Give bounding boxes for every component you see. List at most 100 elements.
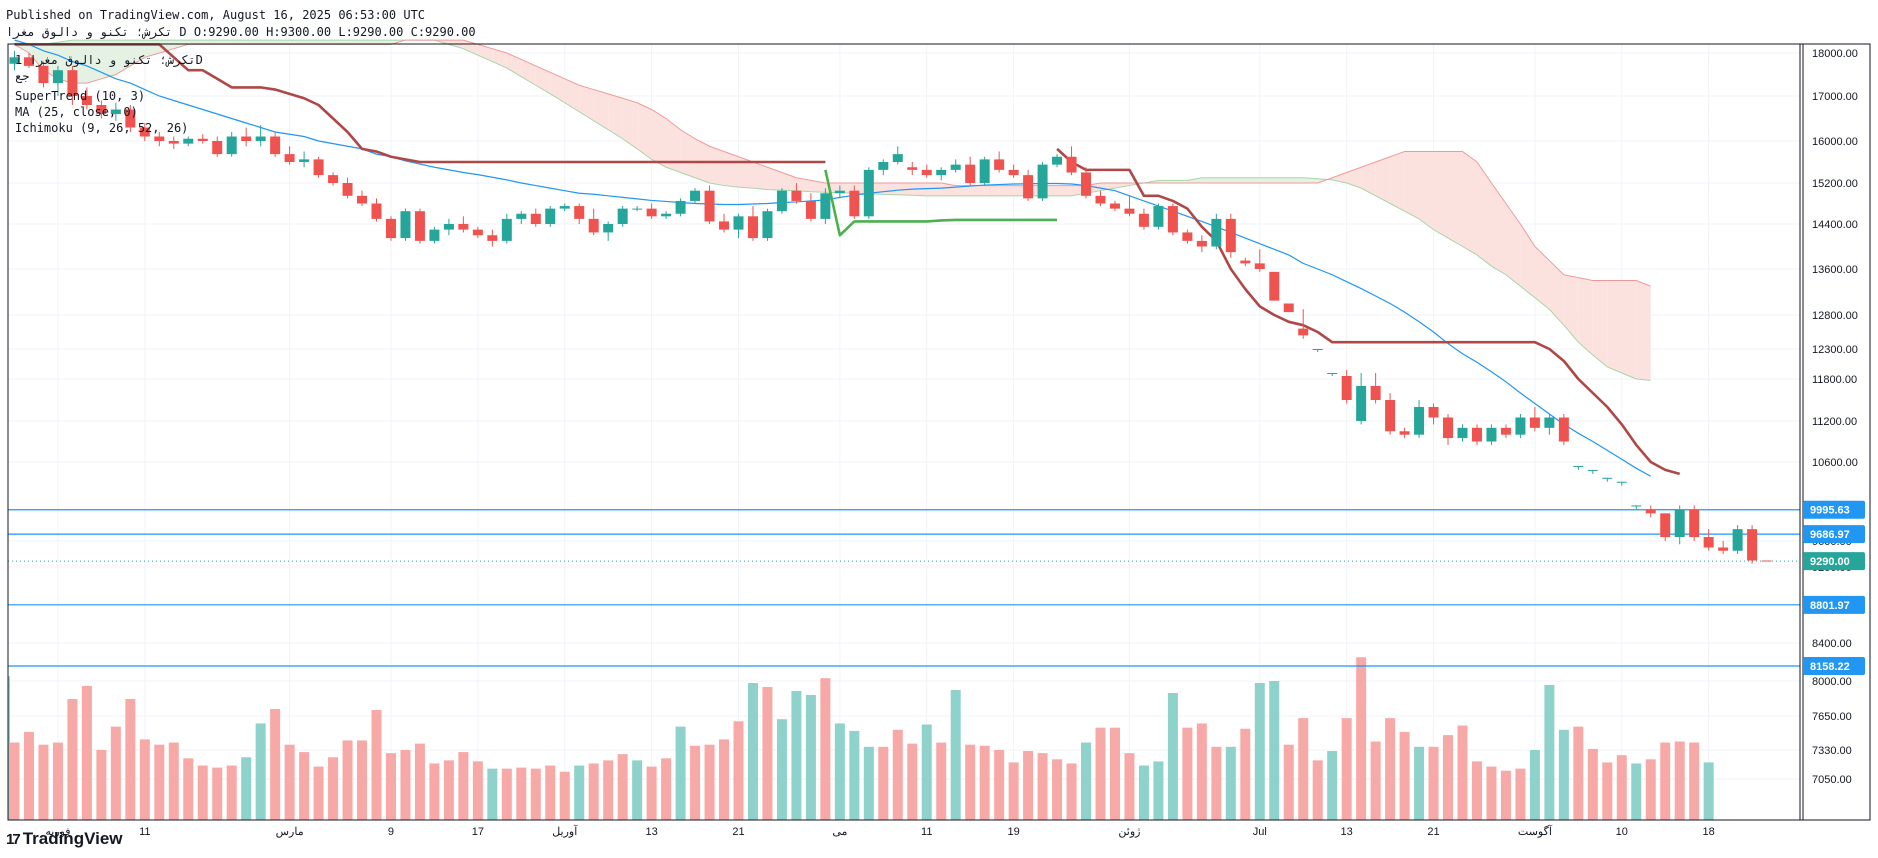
cloud-segment: [260, 40, 276, 45]
cloud-segment: [1520, 224, 1535, 298]
volume-bar: [1616, 755, 1627, 820]
candle-body: [1356, 386, 1367, 421]
candle-body: [675, 200, 686, 214]
candle-body: [414, 211, 425, 241]
candle-body: [617, 208, 628, 224]
volume-bar: [168, 742, 179, 820]
candle-body: [1732, 529, 1743, 551]
volume-bar: [357, 740, 368, 820]
cloud-segment: [1375, 156, 1391, 204]
legend-supertrend: SuperTrend (10, 3): [15, 89, 145, 103]
volume-bar: [226, 765, 237, 820]
time-tick-label: 13: [645, 826, 657, 838]
volume-bar: [1414, 746, 1425, 820]
candle-body: [907, 167, 918, 170]
volume-bar: [1109, 727, 1120, 820]
cloud-segment: [796, 177, 811, 192]
candle-body: [574, 206, 585, 219]
volume-bar: [1500, 770, 1511, 820]
cloud-segment: [1433, 151, 1449, 239]
cloud-segment: [231, 40, 247, 45]
volume-bar: [1167, 693, 1178, 820]
ma-line: [14, 39, 1652, 477]
volume-bar: [1558, 729, 1569, 820]
cloud-segment: [1230, 177, 1246, 183]
volume-bar: [197, 765, 208, 820]
candle-body: [1211, 218, 1222, 247]
published-info: Published on TradingView.com, August 16,…: [6, 8, 426, 22]
cloud-segment: [1448, 151, 1463, 247]
cloud-segment: [1172, 180, 1188, 183]
candle-body: [1138, 213, 1149, 227]
volume-bar: [299, 752, 310, 820]
candles[interactable]: [9, 50, 1772, 564]
chart-border: [7, 43, 1801, 821]
candle-body: [1399, 431, 1410, 435]
cloud-segment: [883, 183, 898, 195]
cloud-segment: [101, 40, 116, 79]
price-tick-label: 7330.00: [1812, 745, 1852, 757]
volume-bar: [414, 743, 425, 820]
volume-bar: [1182, 727, 1193, 820]
volume-bar: [661, 758, 672, 820]
volume-bar: [1370, 741, 1381, 820]
outer-border: [7, 43, 1871, 821]
volume-bars: [8, 657, 1714, 820]
candle-body: [1196, 240, 1207, 247]
cloud-segment: [709, 146, 725, 186]
volume-bar: [1196, 723, 1207, 820]
price-badge-label: 8158.22: [1810, 661, 1850, 673]
volume-bar: [1124, 753, 1135, 820]
candle-body: [892, 154, 903, 162]
volume-bar: [1081, 742, 1092, 820]
volume-bar: [284, 744, 295, 820]
candle-body: [154, 136, 165, 141]
price-axis[interactable]: 18000.00 17000.00 16000.00 15200.00 14400.00…: [1803, 48, 1865, 786]
time-tick-label: 11: [139, 826, 150, 838]
candle-body: [704, 190, 715, 222]
cloud-segment: [1245, 177, 1260, 183]
price-tick-label: 15200.00: [1812, 178, 1858, 190]
candle-body: [994, 159, 1005, 170]
cloud-segment: [955, 185, 971, 196]
volume-bar: [834, 723, 845, 820]
candle-body: [487, 235, 498, 241]
candle-body: [458, 224, 469, 230]
volume-bar: [183, 758, 194, 820]
price-badge-label: 9686.97: [1810, 529, 1850, 541]
cloud-segment: [1361, 162, 1376, 196]
cloud-segment: [1578, 277, 1593, 355]
volume-bar: [472, 761, 483, 820]
cloud-segment: [564, 78, 580, 112]
candle-body: [805, 200, 816, 219]
candle-body: [1674, 509, 1685, 538]
candle-body: [1616, 481, 1627, 483]
candle-body: [1443, 417, 1454, 439]
volume-bar: [8, 676, 10, 820]
candle-body: [1167, 206, 1178, 233]
volume-bar: [342, 740, 353, 820]
price-tick-label: 12800.00: [1812, 310, 1858, 322]
cloud-segment: [217, 40, 232, 45]
ichimoku-cloud: [14, 39, 1651, 381]
candle-body: [791, 190, 802, 201]
time-axis[interactable]: فوریه 11 مارس 9 17 آوریل 13 21 می 11 19 ژوئن Jul 13 21…: [45, 825, 1714, 838]
volume-bar: [1095, 727, 1106, 820]
candle-body: [1327, 373, 1338, 374]
candle-body: [936, 169, 947, 176]
candle-body: [1631, 505, 1642, 507]
candle-body: [849, 190, 860, 217]
volume-bar: [936, 742, 947, 820]
volume-bar: [255, 723, 266, 820]
tradingview-logo[interactable]: 17 TradingView: [6, 829, 123, 849]
horizontal-levels[interactable]: [8, 509, 1800, 667]
ohlc-readout: تکرش؛ تکنو و دالوق مغرا D O:9290.00 H:93…: [6, 25, 476, 39]
volume-bar: [1399, 731, 1410, 820]
candle-body: [385, 218, 396, 239]
time-tick-label: 10: [1616, 826, 1628, 838]
candle-body: [1095, 195, 1106, 204]
cloud-segment: [318, 40, 334, 45]
candle-body: [1023, 175, 1034, 199]
price-tick-label: 13600.00: [1812, 264, 1858, 276]
